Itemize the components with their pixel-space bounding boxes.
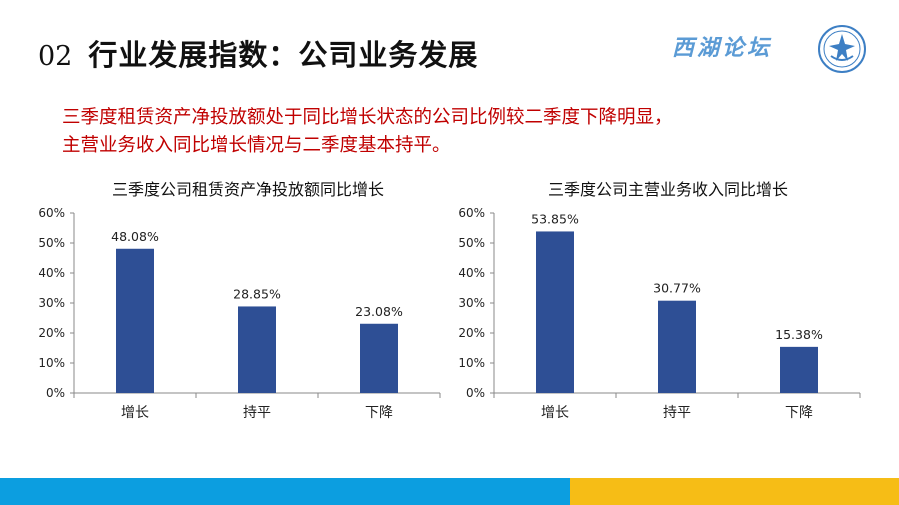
y-tick-label: 20% <box>458 326 485 340</box>
summary-line-1: 三季度租赁资产净投放额处于同比增长状态的公司比例较二季度下降明显， <box>62 107 673 128</box>
y-tick-label: 50% <box>38 236 65 250</box>
y-tick-label: 20% <box>38 326 65 340</box>
bar <box>360 323 398 393</box>
bar <box>780 346 818 393</box>
brand-name: 西湖论坛 <box>672 35 773 61</box>
summary-text: 三季度租赁资产净投放额处于同比增长状态的公司比例较二季度下降明显， 主营业务收入… <box>62 104 862 160</box>
bar <box>658 300 696 393</box>
y-tick-label: 50% <box>458 236 485 250</box>
y-tick-label: 40% <box>458 266 485 280</box>
forum-logo-icon <box>818 25 866 73</box>
y-tick-label: 60% <box>458 206 485 220</box>
page-title: 02 行业发展指数：公司业务发展 <box>38 32 478 76</box>
y-tick-label: 30% <box>38 296 65 310</box>
data-label: 15.38% <box>775 327 823 342</box>
data-label: 53.85% <box>531 211 579 226</box>
y-tick-label: 10% <box>38 356 65 370</box>
footer-bar-blue <box>0 478 570 505</box>
x-tick-label: 增长 <box>541 405 569 421</box>
data-label: 28.85% <box>233 286 281 301</box>
y-tick-label: 10% <box>458 356 485 370</box>
bar <box>536 231 574 393</box>
data-label: 23.08% <box>355 304 403 319</box>
y-tick-label: 30% <box>458 296 485 310</box>
footer-bar-yellow <box>570 478 899 505</box>
y-tick-label: 40% <box>38 266 65 280</box>
x-tick-label: 增长 <box>121 405 149 421</box>
x-tick-label: 下降 <box>785 405 813 421</box>
section-number: 02 <box>38 41 73 72</box>
page-title-text: 行业发展指数：公司业务发展 <box>88 38 479 72</box>
data-label: 48.08% <box>111 229 159 244</box>
y-tick-label: 0% <box>466 386 485 400</box>
y-tick-label: 0% <box>46 386 65 400</box>
summary-line-2: 主营业务收入同比增长情况与二季度基本持平。 <box>62 135 451 156</box>
data-label: 30.77% <box>653 281 701 296</box>
x-tick-label: 持平 <box>663 405 691 421</box>
bar <box>116 248 154 393</box>
y-tick-label: 60% <box>38 206 65 220</box>
x-tick-label: 下降 <box>365 405 393 421</box>
x-tick-label: 持平 <box>243 405 271 421</box>
chart-title-left: 三季度公司租赁资产净投放额同比增长 <box>111 180 384 199</box>
bar <box>238 306 276 393</box>
chart-title-right: 三季度公司主营业务收入同比增长 <box>547 180 788 199</box>
